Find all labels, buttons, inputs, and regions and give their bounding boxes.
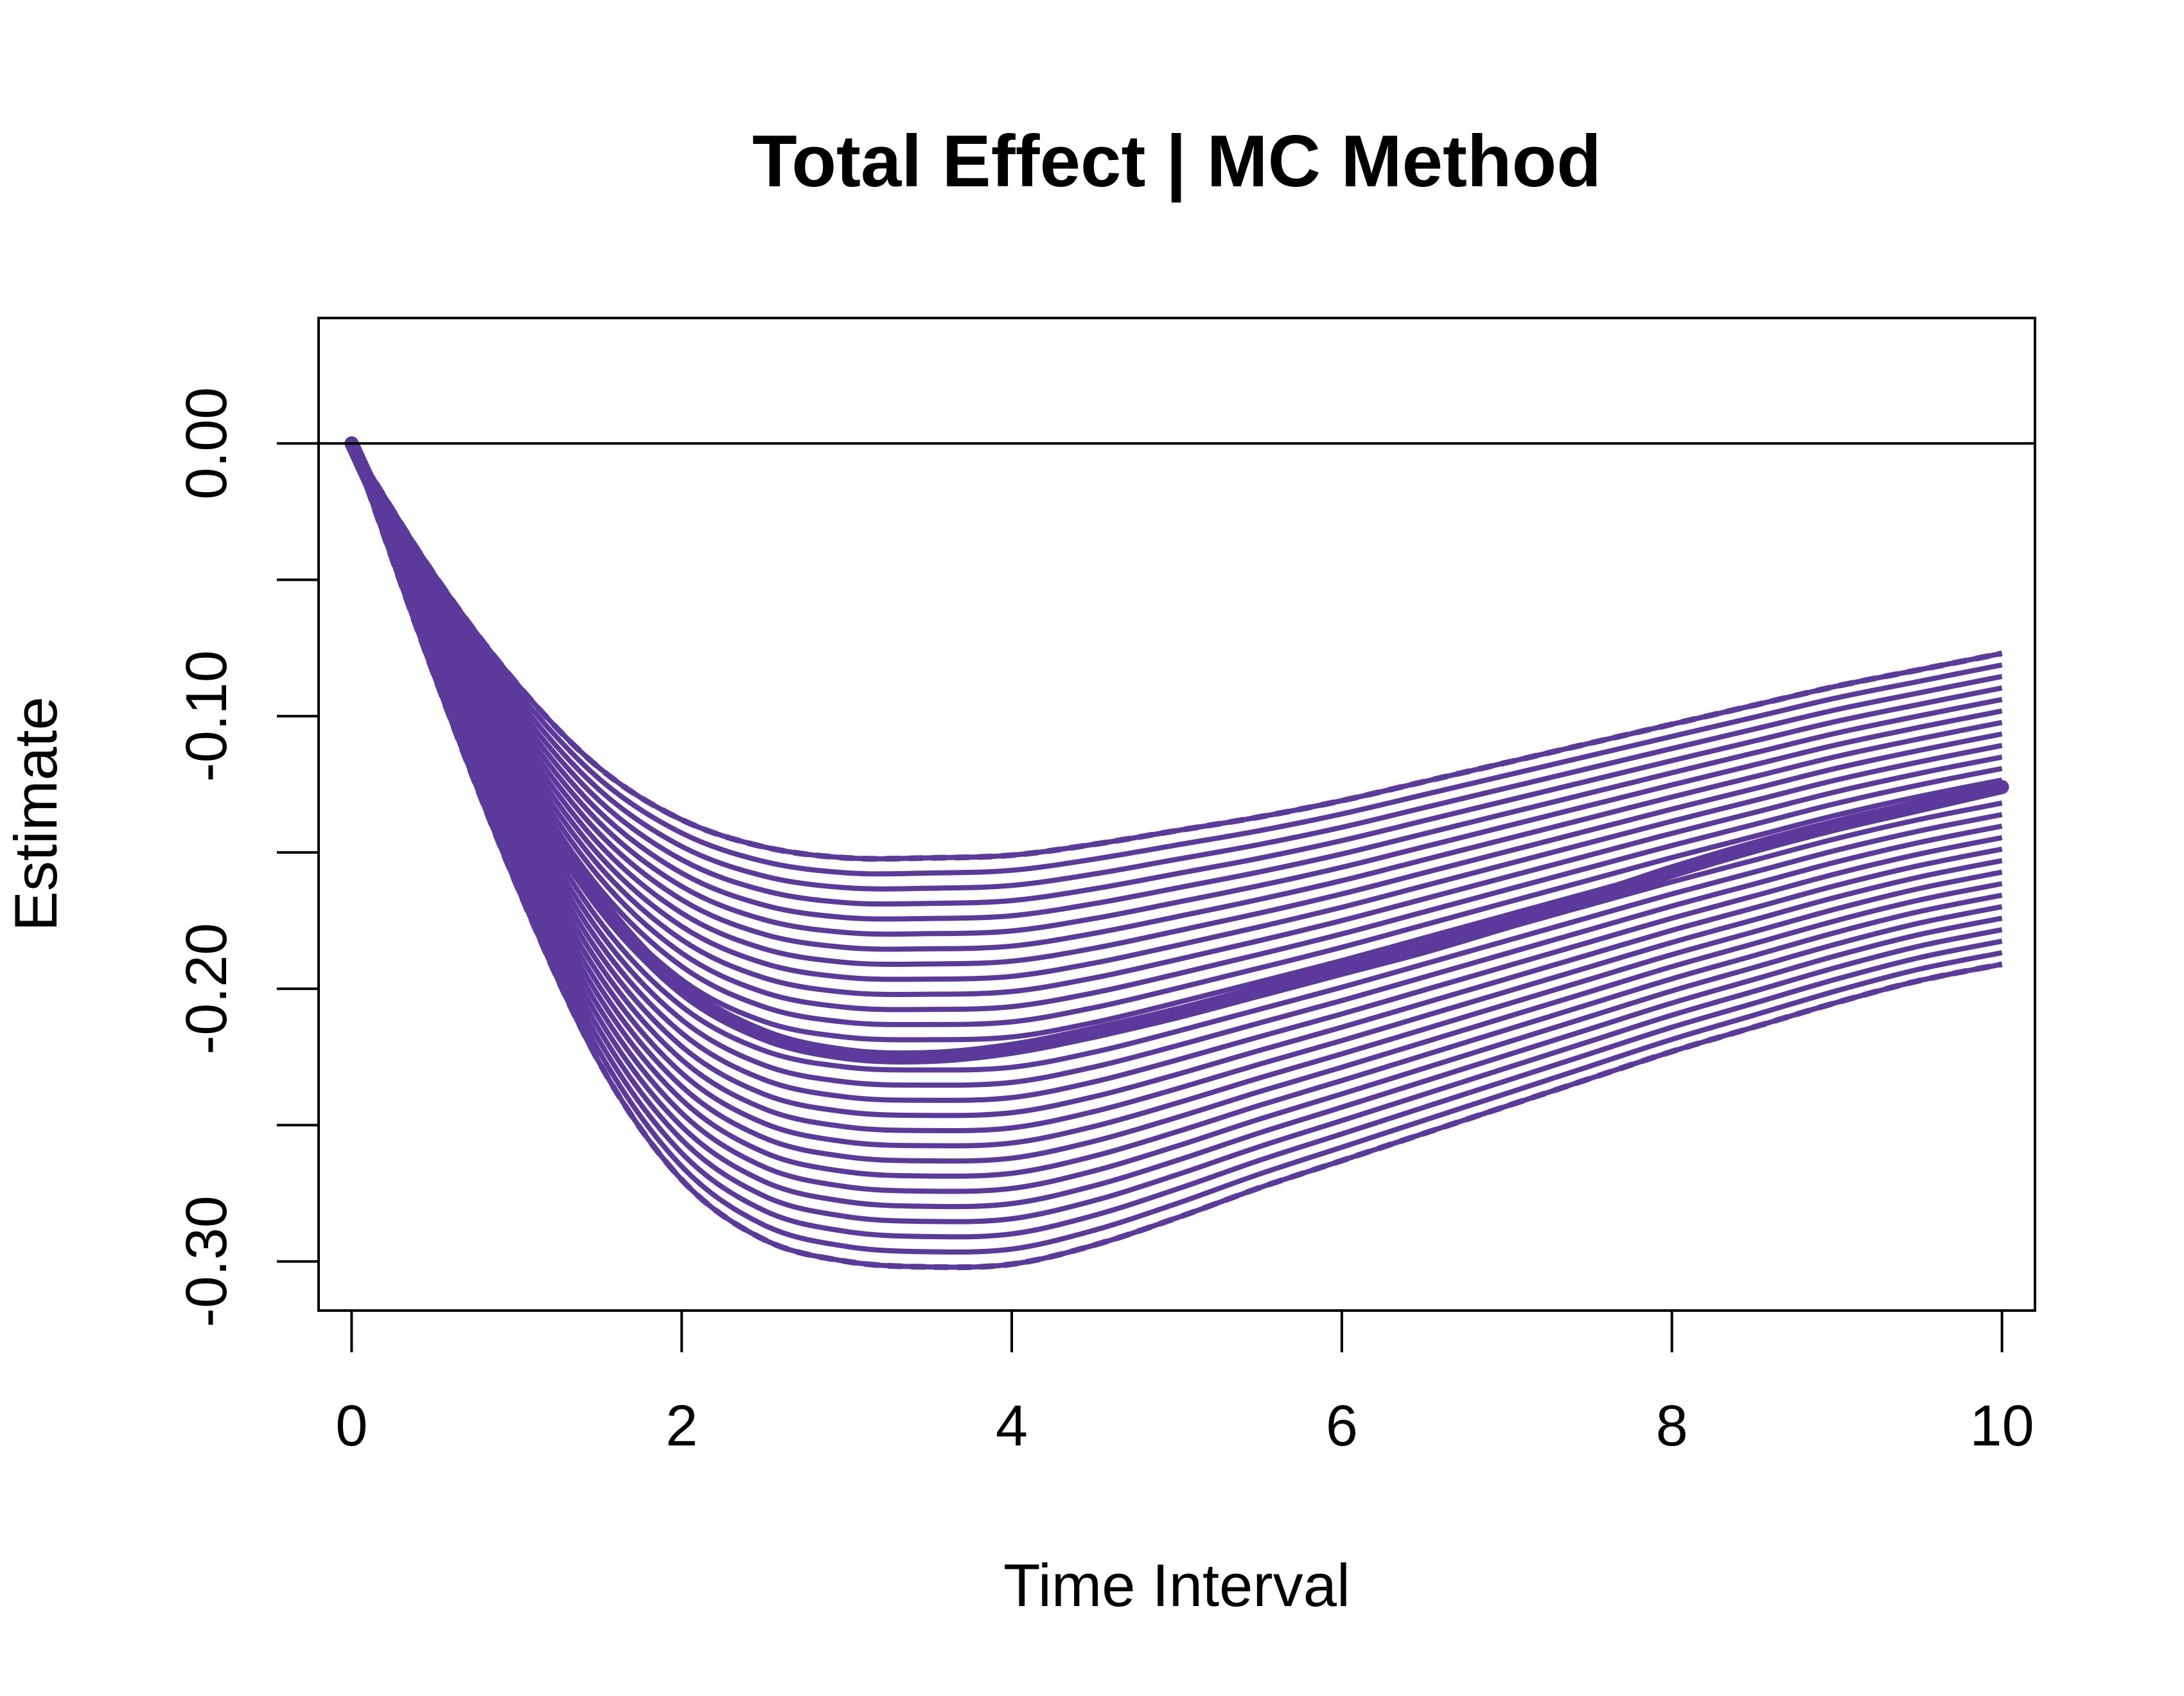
y-tick-label: -0.30	[175, 1196, 239, 1327]
band-curve	[349, 442, 2003, 937]
band-curve	[349, 442, 2003, 922]
band-curve	[349, 442, 2003, 1240]
band-curve	[349, 442, 2003, 892]
band-curve	[349, 442, 2003, 1149]
band-curve	[349, 442, 2003, 967]
band-curve	[349, 442, 2003, 1118]
band-curve	[349, 442, 2003, 1164]
band-curve	[349, 442, 2003, 907]
band-curve	[349, 442, 2003, 1224]
band-curve	[349, 442, 2003, 1027]
estimate-curve	[344, 436, 2009, 1065]
y-axis-label: Estimate	[2, 696, 69, 932]
y-tick-label: -0.10	[175, 650, 239, 782]
band-curve	[349, 442, 2003, 1179]
upper-bound-line	[349, 441, 2003, 862]
band-curve	[349, 442, 2003, 1088]
band-curve	[349, 442, 2003, 952]
x-axis-label: Time Interval	[1003, 1551, 1350, 1619]
confidence-bounds	[349, 441, 2003, 1271]
y-tick-label: -0.20	[175, 923, 239, 1055]
band-curve	[349, 442, 2003, 1255]
x-tick-label: 2	[665, 1394, 698, 1458]
chart-title: Total Effect | MC Method	[752, 121, 1601, 203]
estimate-line	[344, 436, 2009, 1065]
x-tick-label: 0	[335, 1394, 367, 1458]
band-curve	[349, 442, 2003, 877]
x-tick-label: 8	[1656, 1394, 1688, 1458]
band-curve	[349, 442, 2003, 1210]
lower-bound-line	[349, 442, 2003, 1271]
band-curve	[349, 442, 2003, 997]
band-curve	[349, 442, 2003, 1103]
band-curve	[349, 442, 2003, 1073]
y-tick-label: 0.00	[175, 387, 239, 500]
band-curve	[349, 442, 2003, 1012]
x-tick-label: 10	[1970, 1394, 2034, 1458]
band-curve	[349, 442, 2003, 861]
x-tick-label: 6	[1326, 1394, 1358, 1458]
band-curve	[349, 442, 2003, 982]
confidence-band-curves	[349, 442, 2003, 1270]
plot-frame	[317, 317, 2036, 1312]
axes: 0 2 4 6 8 10 0.00 -0.10 -0.20 -0.30	[175, 317, 2036, 1458]
band-curve	[349, 442, 2003, 1134]
band-curve	[349, 442, 2003, 1194]
x-tick-label: 4	[996, 1394, 1028, 1458]
